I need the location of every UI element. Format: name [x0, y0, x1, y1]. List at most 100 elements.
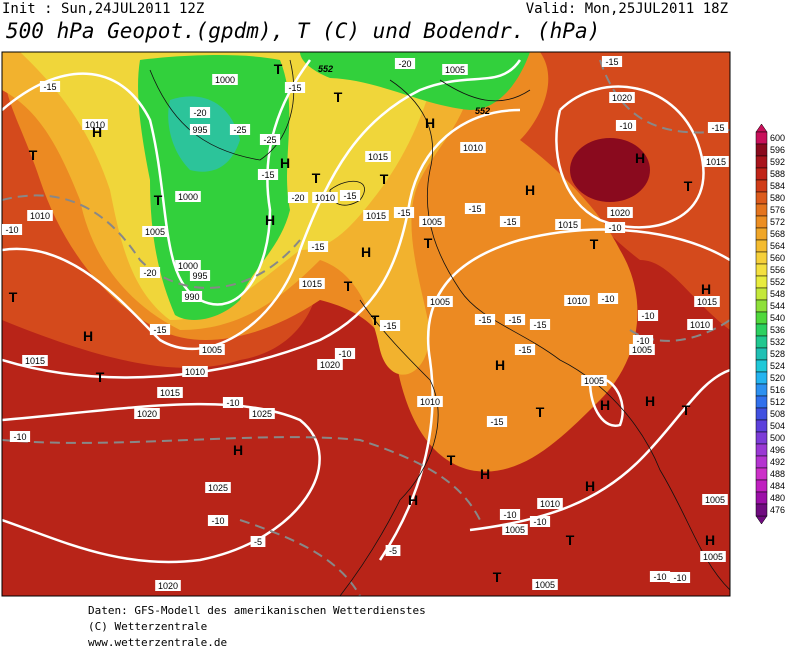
label-box [687, 319, 713, 330]
isoline-label: -15 [311, 242, 324, 252]
isoline-label: 1015 [558, 220, 578, 230]
colorbar-cell [755, 311, 768, 325]
isoline-label: 1010 [315, 193, 335, 203]
isoline-label: 1005 [422, 217, 442, 227]
isoline-label: -20 [193, 108, 206, 118]
label-box [205, 482, 231, 493]
isoline-label: -10 [641, 311, 654, 321]
isoline-label: -15 [605, 57, 618, 67]
label-box [649, 571, 671, 582]
high-center: H [280, 155, 290, 171]
low-center: T [154, 192, 163, 208]
label-box [134, 408, 160, 419]
low-center: T [447, 452, 456, 468]
isoline-label: 1015 [706, 157, 726, 167]
colorbar-label: 568 [770, 229, 785, 239]
high-center: H [635, 150, 645, 166]
label-box [307, 241, 329, 252]
isoline-label: -10 [226, 398, 239, 408]
colorbar-cell [755, 131, 768, 145]
low-center: T [334, 89, 343, 105]
low-center: T [29, 147, 38, 163]
isoline-label: 1020 [610, 208, 630, 218]
colorbar-cell [755, 287, 768, 301]
colorbar-label: 576 [770, 205, 785, 215]
isoline-label: 1015 [368, 152, 388, 162]
contour-value: 552 [475, 106, 490, 116]
colorbar-label: 496 [770, 445, 785, 455]
colorbar-label: 488 [770, 469, 785, 479]
high-center: H [701, 281, 711, 297]
isoline-label: -10 [13, 432, 26, 442]
isoline-label: -20 [291, 193, 304, 203]
label-box [604, 222, 626, 233]
high-center: H [525, 182, 535, 198]
label-box [529, 516, 551, 527]
colorbar-label: 556 [770, 265, 785, 275]
low-center: T [682, 402, 691, 418]
map-title: 500 hPa Geopot.(gpdm), T (C) und Bodendr… [6, 19, 600, 43]
isoline-label: -5 [389, 546, 397, 556]
isoline-label: 995 [192, 271, 207, 281]
isoline-label: 1010 [567, 296, 587, 306]
label-box [637, 310, 659, 321]
label-box [504, 314, 526, 325]
isoline-label: 1005 [445, 65, 465, 75]
isoline-label: 1020 [612, 93, 632, 103]
label-box [555, 219, 581, 230]
colorbar-cell [755, 227, 768, 241]
hot-core [570, 138, 650, 202]
isoline-label: 1025 [252, 409, 272, 419]
isoline-label: 1010 [420, 397, 440, 407]
colorbar-label: 480 [770, 493, 785, 503]
label-box [669, 572, 691, 583]
label-box [189, 270, 211, 281]
colorbar-cap [755, 123, 768, 133]
isoline-label: -15 [518, 345, 531, 355]
colorbar-cell [755, 371, 768, 385]
isoline-label: -15 [383, 321, 396, 331]
low-center: T [371, 312, 380, 328]
label-box [363, 210, 389, 221]
low-center: T [424, 235, 433, 251]
colorbar-cell [755, 263, 768, 277]
colorbar-label: 476 [770, 505, 785, 515]
isoline-label: -10 [636, 336, 649, 346]
isoline-label: -25 [233, 125, 246, 135]
label-box [9, 431, 31, 442]
label-box [502, 524, 528, 535]
valid-time: Valid: Mon,25JUL2011 18Z [526, 1, 728, 17]
isoline-label: 1005 [632, 345, 652, 355]
label-box [299, 278, 325, 289]
isoline-label: 1005 [430, 297, 450, 307]
map-frame [1, 51, 731, 597]
label-box [379, 320, 401, 331]
label-box [499, 509, 521, 520]
label-box [82, 119, 108, 130]
isoline-label: 1015 [697, 297, 717, 307]
colorbar-cap [755, 515, 768, 525]
colorbar-label: 560 [770, 253, 785, 263]
high-center: H [233, 442, 243, 458]
colorbar-label: 524 [770, 361, 785, 371]
label-box [189, 124, 211, 135]
isoline-label: -20 [398, 59, 411, 69]
label-box [581, 375, 607, 386]
label-box [339, 190, 361, 201]
label-box [460, 142, 486, 153]
isoline-label: -15 [261, 170, 274, 180]
label-box [607, 207, 633, 218]
label-box [249, 408, 275, 419]
label-box [702, 494, 728, 505]
label-box [394, 58, 416, 69]
colorbar-label: 572 [770, 217, 785, 227]
colorbar-label: 564 [770, 241, 785, 251]
label-box [182, 366, 208, 377]
high-center: H [92, 124, 102, 140]
colorbar-cell [755, 155, 768, 169]
isoline-label: -20 [143, 268, 156, 278]
colorbar-cell [755, 275, 768, 289]
isoline-label: -25 [263, 135, 276, 145]
label-box [442, 64, 468, 75]
